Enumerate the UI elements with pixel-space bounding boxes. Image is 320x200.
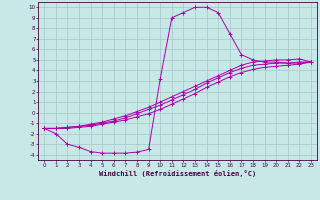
X-axis label: Windchill (Refroidissement éolien,°C): Windchill (Refroidissement éolien,°C) (99, 170, 256, 177)
